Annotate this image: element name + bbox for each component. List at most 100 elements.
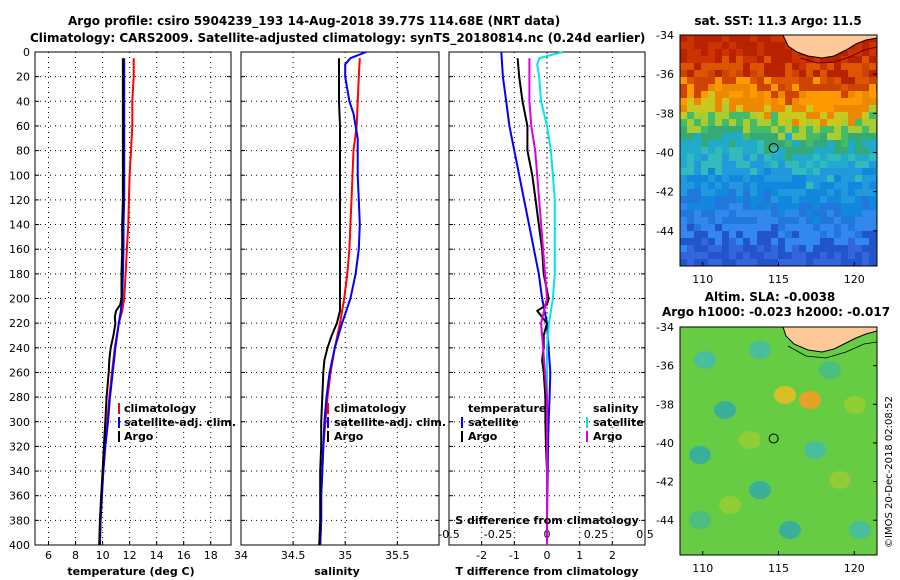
sst-cell: [792, 224, 799, 231]
figure-title-line1: Argo profile: csiro 5904239_193 14-Aug-2…: [68, 14, 560, 29]
sst-cell: [736, 161, 743, 168]
depth-tick-label: 100: [9, 169, 30, 182]
legend-climatology-label: climatology: [124, 402, 196, 415]
sst-cell: [778, 231, 785, 238]
sst-cell: [820, 231, 827, 238]
sla-blob: [749, 341, 771, 359]
sst-cell: [869, 63, 876, 70]
sst-cell: [736, 105, 743, 112]
argo-position-marker: [768, 142, 779, 153]
sst-cell: [820, 84, 827, 91]
sst-cell: [848, 49, 855, 56]
sst-cell: [785, 224, 792, 231]
sla-blob: [739, 431, 761, 449]
sst-cell: [799, 119, 806, 126]
sst-cell: [736, 133, 743, 140]
map-lon-label: 115: [768, 562, 789, 575]
sst-cell: [834, 161, 841, 168]
sst-cell: [750, 189, 757, 196]
sst-cell: [764, 63, 771, 70]
sst-cell: [799, 63, 806, 70]
sst-cell: [687, 70, 694, 77]
salinity-diff-tick-label: -0.5: [438, 528, 459, 541]
sst-cell: [694, 91, 701, 98]
sst-cell: [722, 133, 729, 140]
sst-cell: [869, 231, 876, 238]
sst-cell: [680, 161, 687, 168]
sst-cell: [862, 63, 869, 70]
sst-cell: [834, 84, 841, 91]
sst-cell: [827, 245, 834, 252]
map-lat-label: -36: [656, 360, 674, 373]
depth-tick-label: 180: [9, 268, 30, 281]
sst-cell: [736, 63, 743, 70]
sst-cell: [701, 259, 708, 266]
sst-cell: [701, 168, 708, 175]
sst-cell: [708, 133, 715, 140]
sst-cell: [771, 91, 778, 98]
sst-cell: [799, 126, 806, 133]
sst-cell: [750, 245, 757, 252]
x-tick-label: 34.5: [281, 549, 306, 562]
sst-cell: [792, 238, 799, 245]
sst-cell: [757, 70, 764, 77]
sst-cell: [848, 63, 855, 70]
sst-cell: [757, 77, 764, 84]
sst-cell: [848, 112, 855, 119]
x-tick-label: 14: [150, 549, 164, 562]
sst-cell: [771, 49, 778, 56]
sst-cell: [792, 133, 799, 140]
sst-cell: [841, 140, 848, 147]
sst-cell: [792, 161, 799, 168]
sst-cell: [806, 161, 813, 168]
sst-cell: [729, 119, 736, 126]
sst-cell: [722, 84, 729, 91]
sst-cell: [722, 98, 729, 105]
sst-cell: [736, 252, 743, 259]
sst-cell: [708, 182, 715, 189]
sst-cell: [715, 182, 722, 189]
sst-cell: [778, 112, 785, 119]
sst-cell: [729, 49, 736, 56]
sst-cell: [750, 63, 757, 70]
sst-cell: [855, 224, 862, 231]
depth-tick-label: 20: [16, 71, 30, 84]
sst-cell: [778, 259, 785, 266]
sst-cell: [757, 91, 764, 98]
sst-cell: [841, 84, 848, 91]
sst-cell: [834, 238, 841, 245]
sst-cell: [869, 189, 876, 196]
sst-cell: [708, 42, 715, 49]
sst-cell: [680, 203, 687, 210]
sst-cell: [736, 182, 743, 189]
sla-land-australia: [782, 327, 877, 353]
sst-cell: [708, 56, 715, 63]
sst-cell: [778, 245, 785, 252]
sst-cell: [813, 126, 820, 133]
sst-cell: [764, 182, 771, 189]
sst-cell: [813, 252, 820, 259]
sst-cell: [729, 210, 736, 217]
sst-cell: [722, 196, 729, 203]
sst-cell: [827, 161, 834, 168]
sst-cell: [792, 126, 799, 133]
sst-cell: [757, 147, 764, 154]
sst-cell: [834, 175, 841, 182]
sst-cell: [813, 210, 820, 217]
sst-cell: [680, 217, 687, 224]
sst-cell: [736, 84, 743, 91]
sst-cell: [841, 161, 848, 168]
sst-cell: [806, 63, 813, 70]
sst-cell: [862, 119, 869, 126]
sst-cell: [764, 140, 771, 147]
sst-cell: [764, 175, 771, 182]
series-line-temperature-argo: [516, 58, 550, 545]
sst-cell: [687, 98, 694, 105]
x-tick-label: 35.5: [385, 549, 410, 562]
sst-cell: [827, 175, 834, 182]
sst-cell: [680, 105, 687, 112]
sst-cell: [862, 231, 869, 238]
sst-cell: [799, 112, 806, 119]
sst-cell: [855, 154, 862, 161]
